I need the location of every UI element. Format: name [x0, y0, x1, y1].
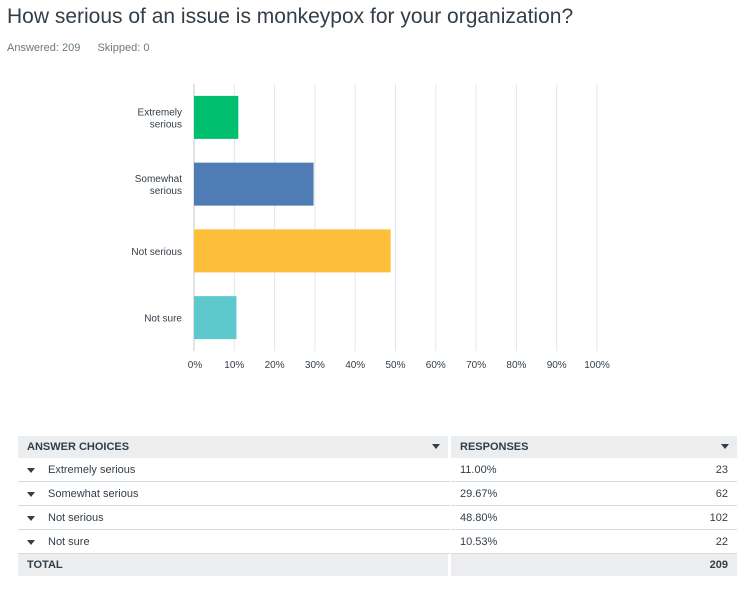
responses-header-label: RESPONSES [460, 441, 529, 453]
sort-arrow-icon[interactable] [432, 444, 440, 449]
gridlines [193, 84, 598, 351]
category-label: Not serious [131, 247, 182, 258]
response-percent-text: 29.67% [460, 487, 498, 500]
skipped-count: Skipped: 0 [97, 42, 150, 54]
table-row: Not sure 10.53% 22 [18, 529, 737, 554]
x-tick-label: 50% [385, 360, 405, 371]
total-count: 209 [649, 553, 737, 576]
bars [194, 95, 391, 340]
expand-caret-icon[interactable] [27, 540, 35, 545]
bar[interactable] [194, 95, 239, 139]
category-label: Not sure [144, 314, 182, 325]
answer-choices-header[interactable]: ANSWER CHOICES [18, 436, 451, 458]
x-tick-label: 70% [466, 360, 486, 371]
response-count: 62 [649, 481, 737, 506]
expand-caret-icon[interactable] [27, 516, 35, 521]
answer-choices-header-label: ANSWER CHOICES [27, 441, 130, 453]
x-tick-label: 40% [345, 360, 365, 371]
answer-choice-text: Not sure [48, 535, 90, 548]
x-tick-label: 80% [506, 360, 526, 371]
bar[interactable] [194, 162, 314, 206]
category-label: Extremely [138, 107, 182, 118]
answer-choice-text: Not serious [48, 511, 104, 524]
response-percent: 10.53% [449, 529, 649, 554]
total-label: TOTAL [18, 553, 451, 576]
table-row: Not serious 48.80% 102 [18, 505, 737, 530]
response-count-text: 102 [709, 511, 728, 524]
x-tick-label: 20% [265, 360, 285, 371]
answer-choice: Not serious [18, 505, 451, 530]
category-label: serious [150, 119, 182, 130]
response-count-text: 62 [715, 487, 728, 500]
response-percent-text: 11.00% [460, 463, 497, 476]
x-tick-label: 90% [547, 360, 567, 371]
table-row: Extremely serious 11.00% 23 [18, 458, 737, 482]
total-blank [449, 553, 649, 576]
total-label-text: TOTAL [27, 559, 63, 571]
response-count: 102 [649, 505, 737, 530]
x-tick-label: 60% [426, 360, 446, 371]
total-count-text: 209 [709, 559, 728, 571]
response-count: 22 [649, 529, 737, 554]
answered-count: Answered: 209 [7, 42, 81, 54]
response-count-text: 22 [715, 535, 728, 548]
answer-choice: Extremely serious [18, 458, 451, 482]
total-row: TOTAL 209 [18, 553, 737, 576]
response-percent-text: 48.80% [460, 511, 498, 524]
category-label: Somewhat [135, 174, 182, 185]
answer-choice-text: Somewhat serious [48, 487, 139, 500]
bar[interactable] [194, 296, 237, 340]
response-meta: Answered: 209 Skipped: 0 [7, 42, 163, 54]
table-header-row: ANSWER CHOICES RESPONSES [18, 436, 737, 458]
response-count: 23 [649, 458, 737, 482]
response-count-text: 23 [715, 463, 728, 476]
bar[interactable] [194, 229, 391, 273]
x-tick-label: 0% [188, 360, 203, 371]
responses-header[interactable]: RESPONSES [449, 436, 737, 458]
answer-choice: Not sure [18, 529, 451, 554]
answer-choice-text: Extremely serious [48, 463, 136, 476]
expand-caret-icon[interactable] [27, 468, 35, 473]
sort-arrow-icon[interactable] [721, 444, 729, 449]
x-axis-ticks: 0% 10% 20% 30% 40% 50% 60% 70% 80% 90% 100% [188, 360, 610, 371]
response-percent-text: 10.53% [460, 535, 498, 548]
category-label: serious [150, 186, 182, 197]
x-tick-label: 10% [224, 360, 244, 371]
responses-table: ANSWER CHOICES RESPONSES Extremely serio… [18, 436, 737, 576]
question-title: How serious of an issue is monkeypox for… [7, 5, 574, 28]
response-percent: 11.00% [449, 458, 649, 482]
answer-choice: Somewhat serious [18, 481, 451, 506]
expand-caret-icon[interactable] [27, 492, 35, 497]
response-percent: 29.67% [449, 481, 649, 506]
x-tick-label: 30% [305, 360, 325, 371]
x-tick-label: 100% [584, 360, 610, 371]
response-percent: 48.80% [449, 505, 649, 530]
table-row: Somewhat serious 29.67% 62 [18, 481, 737, 506]
